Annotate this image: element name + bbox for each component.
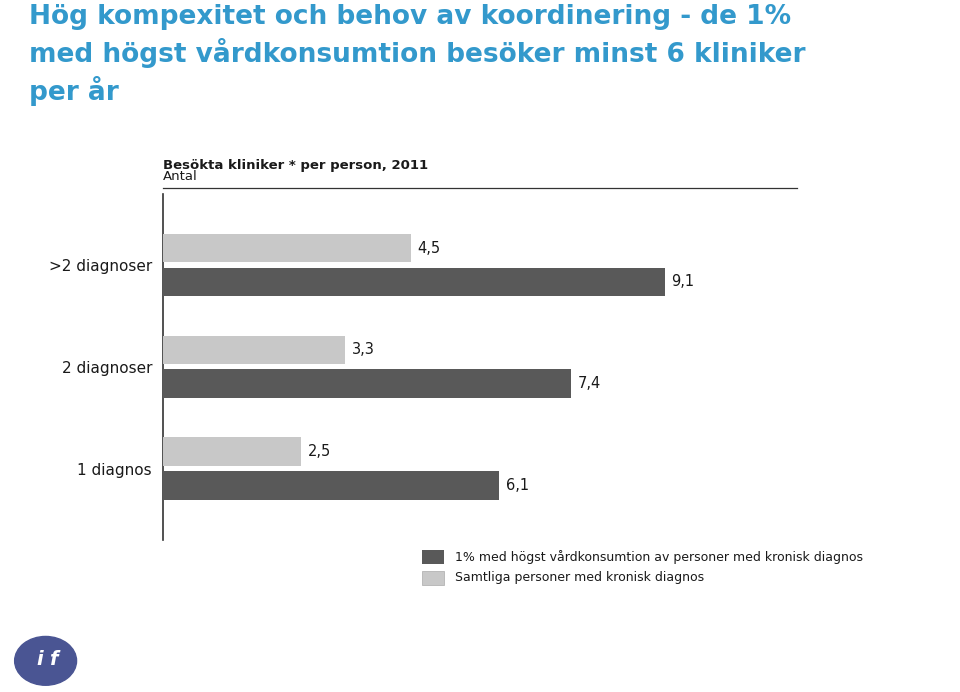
Text: Besökta kliniker * per person, 2011: Besökta kliniker * per person, 2011 — [163, 158, 428, 172]
Text: Källa: VIP i vården? - Om utmaningar i vården av personer med kronisk sjukdom: Källa: VIP i vården? - Om utmaningar i v… — [96, 664, 516, 675]
Bar — [163, 437, 300, 466]
Bar — [163, 370, 571, 398]
Text: 2,5: 2,5 — [307, 444, 331, 459]
Circle shape — [14, 637, 77, 685]
Text: 7,4: 7,4 — [578, 376, 601, 391]
Text: 9,1: 9,1 — [671, 274, 694, 289]
FancyBboxPatch shape — [422, 571, 444, 585]
Text: 23: 23 — [472, 671, 488, 684]
Bar — [163, 471, 499, 500]
Text: Samtliga personer med kronisk diagnos: Samtliga personer med kronisk diagnos — [455, 572, 705, 584]
Text: 1% med högst vårdkonsumtion av personer med kronisk diagnos: 1% med högst vårdkonsumtion av personer … — [455, 550, 863, 564]
Text: Hög kompexitet och behov av koordinering - de 1%
med högst vårdkonsumtion besöke: Hög kompexitet och behov av koordinering… — [29, 3, 805, 107]
Bar — [163, 268, 664, 296]
Circle shape — [12, 635, 79, 687]
Bar — [163, 336, 345, 364]
FancyBboxPatch shape — [422, 550, 444, 564]
Text: i: i — [36, 650, 43, 669]
Text: 6,1: 6,1 — [506, 477, 529, 493]
Text: 3,3: 3,3 — [351, 343, 374, 358]
Text: f: f — [49, 650, 57, 669]
Text: 4,5: 4,5 — [418, 241, 441, 256]
Text: Antal: Antal — [163, 170, 198, 183]
Bar — [163, 234, 411, 262]
Text: Inklusive vårdcentraler: Inklusive vårdcentraler — [96, 644, 216, 654]
